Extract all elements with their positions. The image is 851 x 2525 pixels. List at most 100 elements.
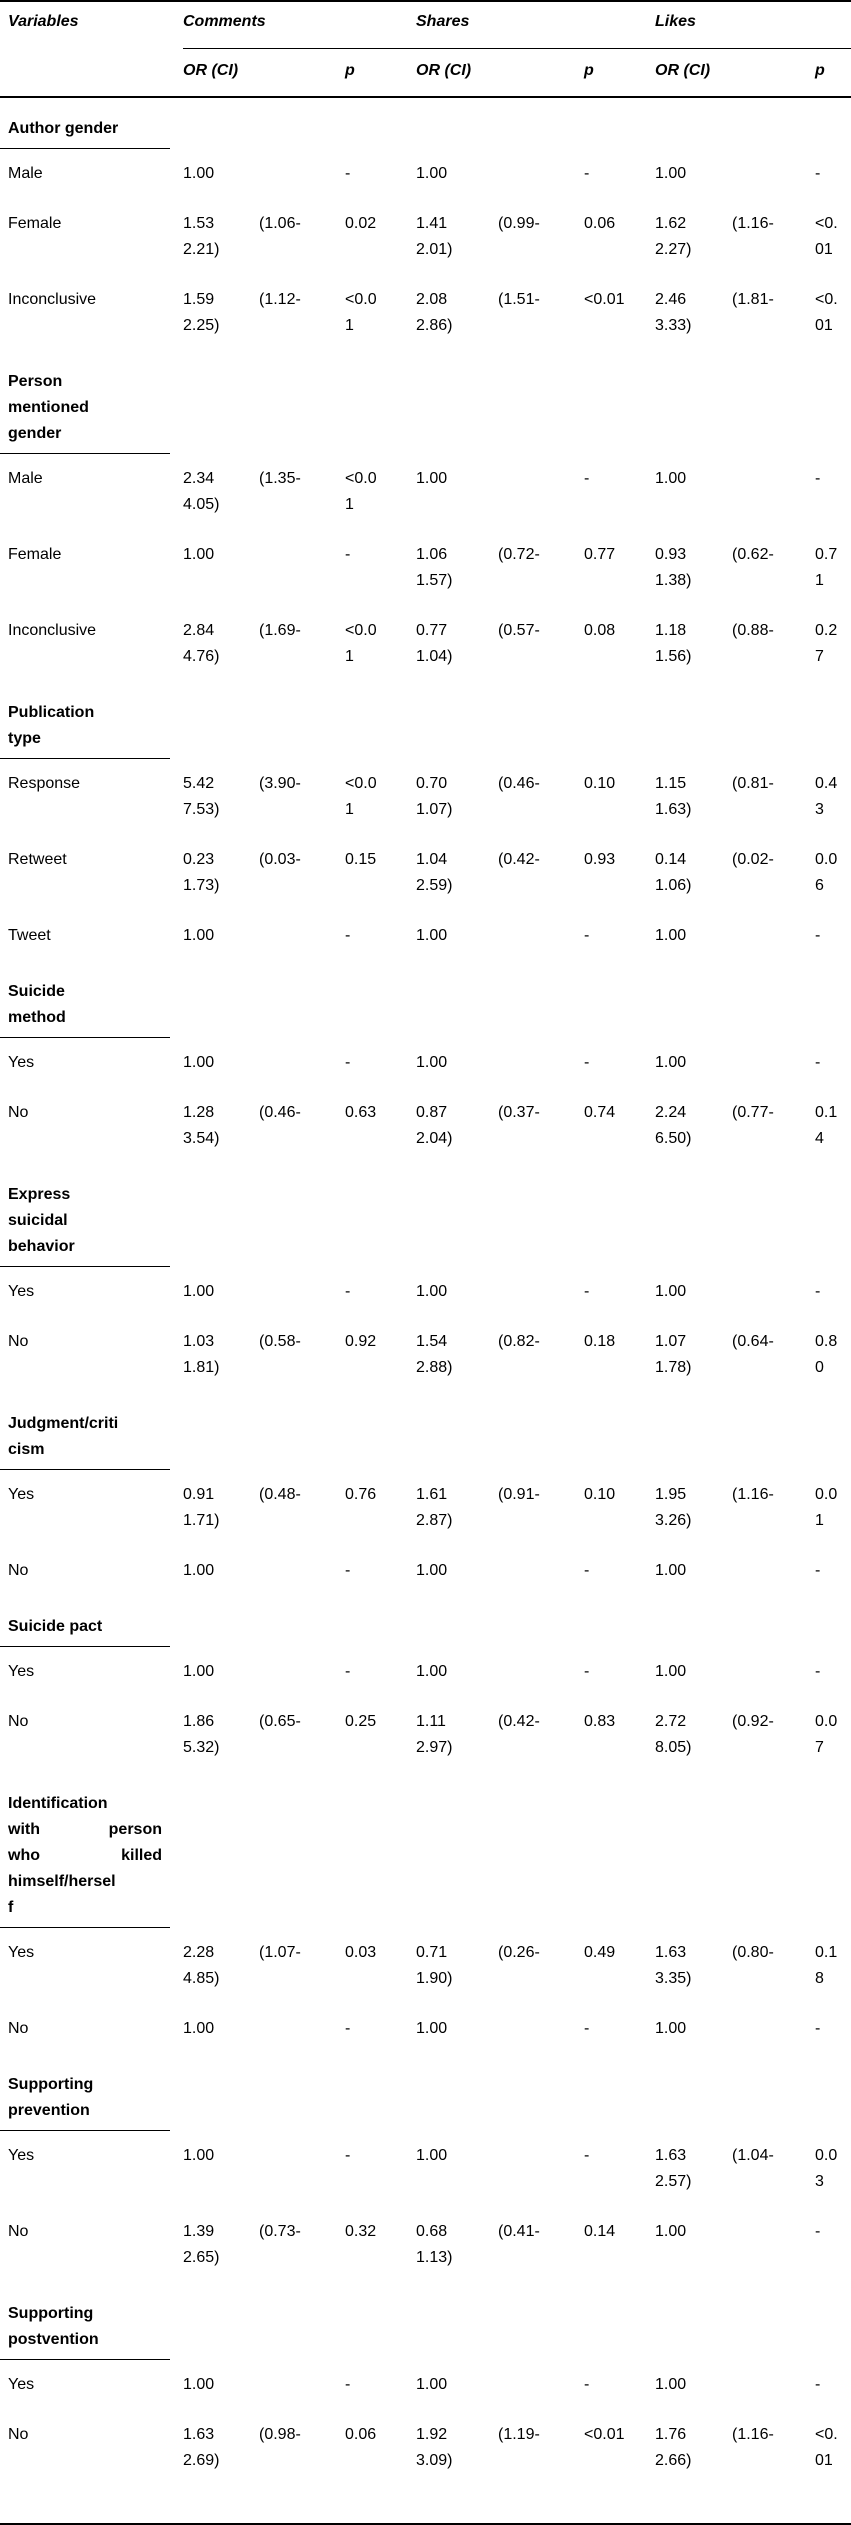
- value-line: -: [345, 165, 351, 182]
- value-line: (1.19-: [498, 2426, 540, 2443]
- value-line: 2.21): [183, 241, 220, 258]
- section-label-line: with person: [8, 1821, 162, 1838]
- value-line: 1.71): [183, 1512, 220, 1529]
- value-line: <0.: [815, 215, 838, 232]
- value-line: <0.0: [345, 470, 377, 487]
- value-line: 1.00: [183, 1283, 215, 1300]
- value-cell: (0.37-: [498, 1100, 584, 1152]
- value-line: (1.06-: [259, 215, 301, 232]
- section-label-line: Suicide: [8, 983, 65, 1000]
- value-cell: (0.65-: [259, 1709, 345, 1761]
- value-cell: 1.03 1.81): [183, 1329, 259, 1381]
- value-cell: [732, 466, 815, 518]
- value-line: -: [815, 2020, 821, 2037]
- value-cell: 1.00: [183, 1050, 259, 1076]
- value-line: 01: [815, 2452, 833, 2469]
- table-row: No 1.28 3.54) (0.46- 0.63 0.87 2.04) (0.37- 0.74…: [0, 1088, 851, 1164]
- table-row: Tweet 1.00 - 1.00 - 1.00 -: [0, 911, 851, 961]
- value-line: 1.00: [416, 2020, 448, 2037]
- value-line: 1.00: [655, 2020, 687, 2037]
- value-cell: -: [345, 1558, 416, 1584]
- value-cell: 2.34 4.05): [183, 466, 259, 518]
- value-line: 1.04: [416, 851, 448, 868]
- value-line: -: [345, 2376, 351, 2393]
- value-line: 1.00: [416, 1054, 448, 1071]
- value-cell: 0.7 1: [815, 542, 851, 594]
- value-cell: -: [345, 542, 416, 594]
- value-cell: (1.07-: [259, 1940, 345, 1992]
- value-line: 2.08: [416, 291, 448, 308]
- value-cell: 1.00: [183, 161, 259, 187]
- value-line: 01: [815, 317, 833, 334]
- section-label-line: mentioned: [8, 399, 89, 416]
- value-line: (0.58-: [259, 1333, 301, 1350]
- value-cell: -: [584, 1558, 655, 1584]
- value-cell: (0.88-: [732, 618, 815, 670]
- table-row: Yes 1.00 - 1.00 - 1.00 -: [0, 1647, 851, 1697]
- value-line: 1.63: [655, 1944, 687, 1961]
- section-label-line: prevention: [8, 2102, 90, 2119]
- value-line: 2.59): [416, 877, 453, 894]
- value-line: -: [815, 165, 821, 182]
- row-label: Yes: [8, 1944, 35, 1961]
- value-cell: [498, 2372, 584, 2398]
- value-line: 0.0: [815, 1713, 838, 1730]
- value-cell: <0. 01: [815, 287, 851, 339]
- value-line: -: [584, 1562, 590, 1579]
- value-line: 1.18: [655, 622, 687, 639]
- value-cell: -: [584, 1279, 655, 1305]
- value-line: <0.0: [345, 291, 377, 308]
- value-cell: (1.16-: [732, 2422, 815, 2474]
- group-header-row: Variables Comments Shares Likes: [0, 2, 851, 49]
- value-cell: 0.0 7: [815, 1709, 851, 1761]
- value-line: (0.99-: [498, 215, 540, 232]
- value-line: -: [345, 1663, 351, 1680]
- value-cell: (1.16-: [732, 211, 815, 263]
- value-line: <0.01: [584, 291, 625, 308]
- value-cell: (1.81-: [732, 287, 815, 339]
- value-line: (0.42-: [498, 851, 540, 868]
- value-line: 2.34: [183, 470, 215, 487]
- table-row: Yes 1.00-1.00-1.63 2.57) (1.04- 0.0 3: [0, 2131, 851, 2207]
- value-cell: 1.41 2.01): [416, 211, 498, 263]
- value-line: (1.12-: [259, 291, 301, 308]
- value-cell: -: [815, 1050, 851, 1076]
- table-row: Male 2.34 4.05) (1.35- <0.0 1 1.00 - 1.00 -: [0, 454, 851, 530]
- value-line: (1.81-: [732, 291, 774, 308]
- value-cell: (0.80-: [732, 1940, 815, 1992]
- value-line: 1: [345, 496, 354, 513]
- variable-section: Person mentioned gender Male 2.34 4.05) (1.35-…: [0, 369, 851, 682]
- value-cell: 0.25: [345, 1709, 416, 1761]
- subheader-row: OR (CI) p OR (CI) p OR (CI) p: [0, 49, 851, 98]
- value-cell: -: [584, 2143, 655, 2195]
- value-line: (0.26-: [498, 1944, 540, 1961]
- variable-section: Supporting prevention Yes 1.00 - 1.00 - 1.63 2.5…: [0, 2072, 851, 2283]
- row-label: No: [8, 2020, 29, 2037]
- section-label-line: Judgment/criti: [8, 1415, 119, 1432]
- value-line: 1.92: [416, 2426, 448, 2443]
- value-line: 1.00: [655, 927, 687, 944]
- value-line: 0.76: [345, 1486, 377, 1503]
- value-cell: [498, 2016, 584, 2042]
- value-cell: 1.00: [183, 1279, 259, 1305]
- value-cell: [259, 542, 345, 594]
- value-line: 2.69): [183, 2452, 220, 2469]
- section-label: Express suicidal behavior: [0, 1182, 170, 1267]
- value-line: 2.72: [655, 1713, 687, 1730]
- value-line: -: [584, 470, 590, 487]
- row-label: Yes: [8, 2147, 35, 2164]
- value-cell: -: [815, 1279, 851, 1305]
- value-cell: 1.39 2.65): [183, 2219, 259, 2271]
- row-label: Yes: [8, 2376, 35, 2393]
- section-label-line: Supporting: [8, 2305, 94, 2322]
- value-cell: 1.00: [416, 1558, 498, 1584]
- value-cell: -: [584, 923, 655, 949]
- value-cell: -: [815, 466, 851, 518]
- value-line: (1.04-: [732, 2147, 774, 2164]
- value-cell: (0.42-: [498, 847, 584, 899]
- row-label: Retweet: [8, 851, 67, 868]
- value-line: 2.87): [416, 1512, 453, 1529]
- table-row: No 1.63 2.69) (0.98- 0.06 1.92 3.09) (1.19- <0.0…: [0, 2410, 851, 2486]
- table-row: Yes 1.00 - 1.00 - 1.00 -: [0, 2360, 851, 2410]
